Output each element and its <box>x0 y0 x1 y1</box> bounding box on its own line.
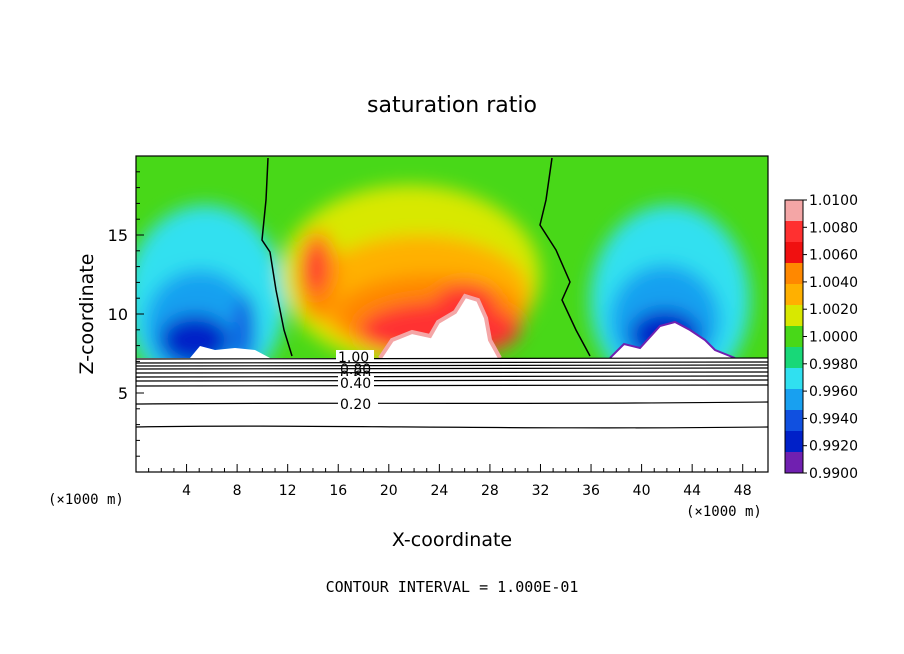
chart-title: saturation ratio <box>367 93 537 118</box>
colorbar-label: 0.9960 <box>809 384 858 400</box>
colorbar-swatch <box>785 221 803 243</box>
x-axis: 4 8 12 16 20 24 28 32 36 40 44 48 <box>148 464 756 499</box>
colorbar-swatch <box>785 431 803 453</box>
x-tick-label: 28 <box>481 483 499 499</box>
colorbar-swatch <box>785 284 803 306</box>
colorbar-swatch <box>785 242 803 264</box>
contour-line-left <box>261 157 293 357</box>
x-tick-label: 16 <box>329 483 347 499</box>
contour-labels: 1.00 0.80 0.60 0.40 0.20 <box>336 350 378 413</box>
colorbar-label: 1.0060 <box>809 248 858 264</box>
colorbar-swatch <box>785 305 803 327</box>
colorbar-swatch <box>785 410 803 432</box>
contour-label: 0.40 <box>340 376 371 392</box>
x-tick-label: 40 <box>633 483 651 499</box>
colorbar-label: 0.9900 <box>809 466 858 482</box>
colorbar-label: 1.0040 <box>809 275 858 291</box>
colorbar-swatch <box>785 200 803 222</box>
colorbar-label: 1.0020 <box>809 302 858 318</box>
lower-contours <box>135 357 769 429</box>
y-tick-label: 15 <box>108 226 128 245</box>
x-tick-label: 8 <box>233 483 242 499</box>
x-tick-label: 44 <box>683 483 701 499</box>
colorbar-label: 0.9980 <box>809 357 858 373</box>
colorbar-label: 0.9920 <box>809 439 858 455</box>
colorbar-swatch <box>785 368 803 390</box>
x-tick-label: 12 <box>279 483 297 499</box>
white-region-left <box>190 346 270 358</box>
colorbar-swatch <box>785 452 803 474</box>
x-tick-label: 32 <box>532 483 550 499</box>
x-tick-label: 36 <box>582 483 600 499</box>
y-tick-label: 5 <box>118 384 128 403</box>
contour-label: 1.00 <box>338 350 369 366</box>
contour-label: 0.20 <box>340 397 371 413</box>
x-tick-label: 4 <box>182 483 191 499</box>
colorbar-swatch <box>785 326 803 348</box>
colorbar-swatch <box>785 389 803 411</box>
x-tick-label: 20 <box>380 483 398 499</box>
contour-label: 0.80 <box>340 362 371 378</box>
colorbar-swatch <box>785 347 803 369</box>
colorbar-swatch <box>785 263 803 285</box>
contour-line-right <box>539 157 591 357</box>
colorbar-label: 0.9940 <box>809 411 858 427</box>
y-tick-label: 10 <box>108 305 128 324</box>
y-axis-label: Z-coordinate <box>76 254 98 375</box>
x-units-right: (×1000 m) <box>686 504 762 520</box>
x-tick-label: 24 <box>430 483 448 499</box>
colorbar-label: 1.0100 <box>809 193 858 209</box>
white-region-center <box>380 296 500 358</box>
colorbar-label: 1.0080 <box>809 220 858 236</box>
heatmap-field <box>136 156 768 358</box>
x-tick-label: 48 <box>734 483 752 499</box>
colorbar-label: 1.0000 <box>809 330 858 346</box>
x-units-left: (×1000 m) <box>48 492 124 508</box>
contour-interval-note: CONTOUR INTERVAL = 1.000E-01 <box>326 578 579 596</box>
white-region-right <box>610 322 735 358</box>
y-axis: 5 10 15 <box>108 171 144 457</box>
colorbar: 1.0100 1.0080 1.0060 1.0040 1.0020 1.0000 0.99… <box>784 193 858 482</box>
x-axis-label: X-coordinate <box>392 529 512 551</box>
